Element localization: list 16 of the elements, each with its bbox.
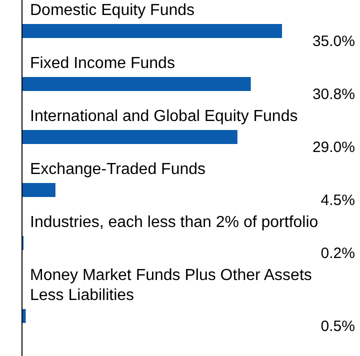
y-tick-label: Industries, each less than 2% of portfolio [30,214,318,231]
y-tick-label: Exchange-Traded Funds [30,161,206,178]
y-tick-label: Money Market Funds Plus Other Assets Less Liabilities [30,267,312,304]
bar [22,130,238,144]
data-label: 29.0% [312,139,355,156]
bar [22,24,282,38]
bar [22,183,56,197]
data-label: 0.5% [320,318,355,335]
data-label: 35.0% [312,33,355,50]
y-tick-label: Domestic Equity Funds [30,2,195,19]
data-label: 0.2% [320,245,355,262]
bar [22,77,251,91]
data-label: 4.5% [320,192,355,209]
y-tick-label: International and Global Equity Funds [30,108,298,125]
y-tick-label: Fixed Income Funds [30,55,175,72]
data-label: 30.8% [312,86,355,103]
